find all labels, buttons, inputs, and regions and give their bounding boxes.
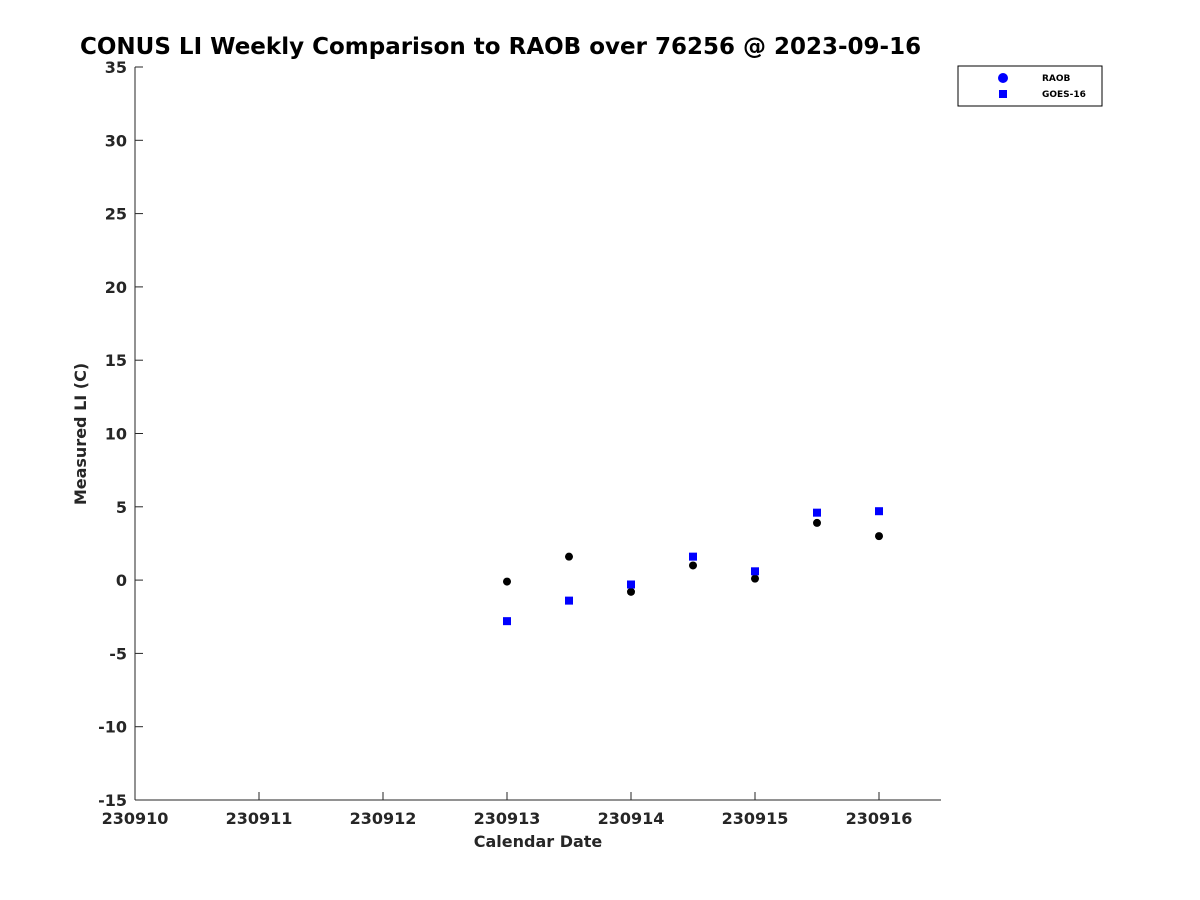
x-tick-label: 230912	[350, 809, 417, 828]
data-point	[751, 567, 759, 576]
legend-box	[957, 65, 1103, 107]
x-tick-label: 230910	[102, 809, 169, 828]
legend: RAOB GOES-16	[957, 65, 1103, 107]
legend-label: RAOB	[1042, 74, 1071, 84]
data-point	[627, 580, 635, 589]
data-point	[875, 532, 883, 541]
x-tick-label: 230916	[846, 809, 913, 828]
data-series	[503, 507, 883, 626]
data-point	[813, 508, 821, 517]
y-tick-label: 30	[105, 131, 127, 150]
x-tick-label: 230913	[474, 809, 541, 828]
data-point	[627, 587, 635, 596]
legend-marker	[999, 90, 1007, 98]
y-tick-label: 20	[105, 278, 127, 297]
data-point	[565, 552, 573, 561]
y-axis-ticks: -15 -10 -5 0 5 10 15 20 25 30 35	[98, 58, 143, 810]
x-axis-ticks: 230910 230911 230912 230913 230914 230915 2309…	[102, 792, 913, 828]
y-tick-label: 10	[105, 425, 127, 444]
y-tick-label: -10	[98, 718, 127, 737]
series-goes-16	[503, 507, 883, 626]
data-point	[503, 577, 511, 586]
data-point	[503, 617, 511, 626]
x-tick-label: 230914	[598, 809, 665, 828]
data-point	[689, 552, 697, 561]
y-tick-label: 15	[105, 351, 127, 370]
y-tick-label: 0	[116, 571, 127, 590]
data-point	[689, 561, 697, 570]
y-tick-label: 5	[116, 498, 127, 517]
data-point	[751, 574, 759, 583]
data-point	[875, 507, 883, 516]
data-point	[813, 518, 821, 527]
y-tick-label: -5	[109, 644, 127, 663]
legend-label: GOES-16	[1042, 90, 1086, 100]
data-point	[565, 596, 573, 605]
x-tick-label: 230911	[226, 809, 293, 828]
y-tick-label: 35	[105, 58, 127, 77]
plot-axes	[134, 67, 941, 801]
y-axis-label: Measured LI (C)	[71, 363, 90, 505]
x-tick-label: 230915	[722, 809, 789, 828]
y-tick-label: 25	[105, 205, 127, 224]
series-raob	[503, 518, 883, 596]
x-axis-label: Calendar Date	[474, 832, 603, 851]
legend-marker	[998, 73, 1008, 83]
chart-title: CONUS LI Weekly Comparison to RAOB over …	[80, 34, 921, 60]
y-tick-label: -15	[98, 791, 127, 810]
